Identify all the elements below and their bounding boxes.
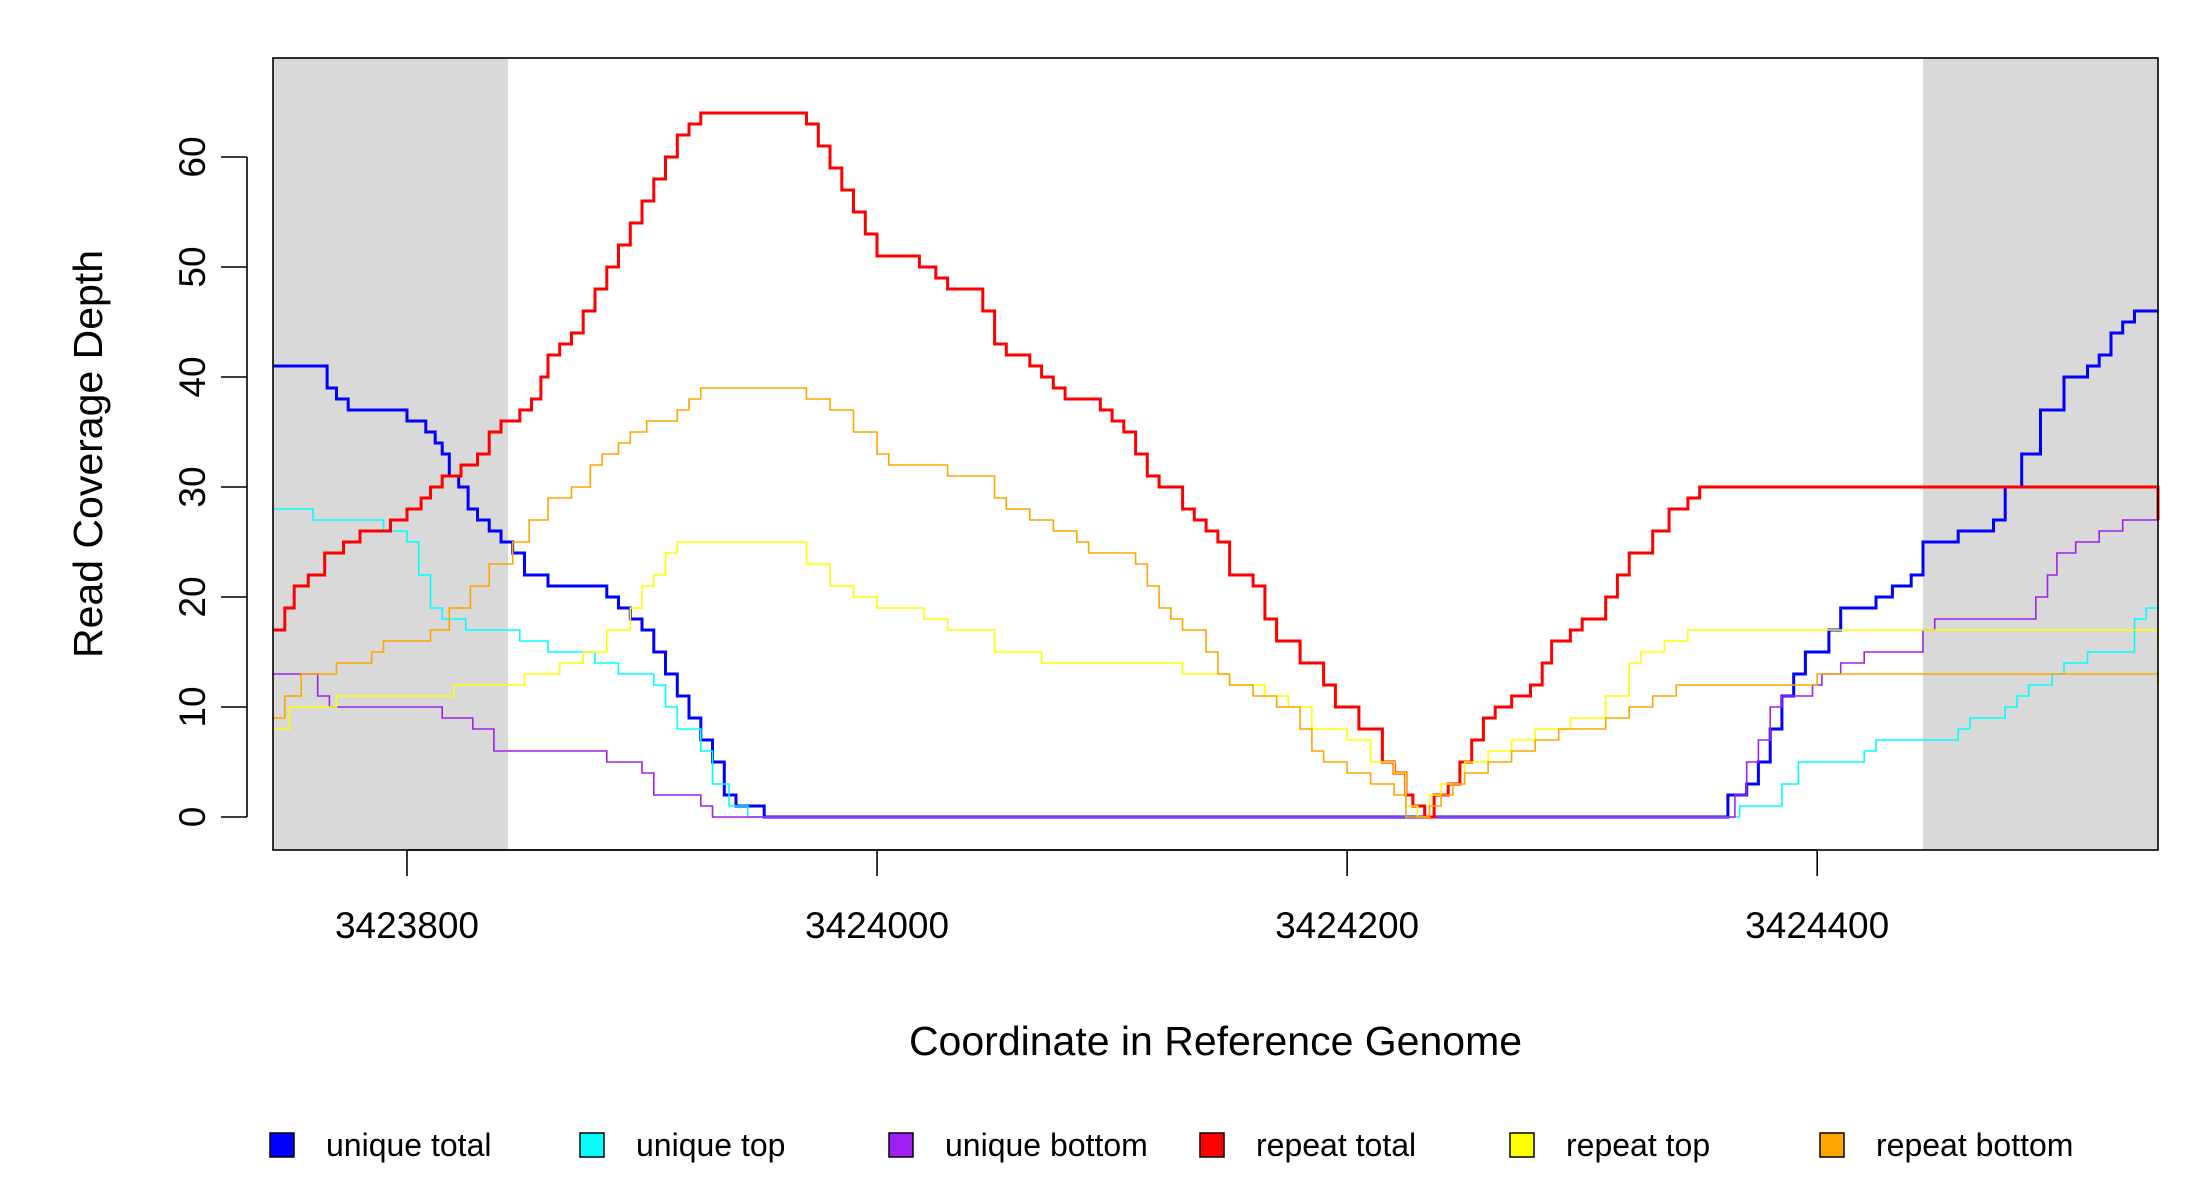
legend: unique total unique top unique bottom repea… [269, 1127, 2073, 1163]
legend-item-repeat-bottom: repeat bottom [1819, 1127, 2073, 1163]
y-axis: 0 10 20 30 40 50 60 [172, 136, 248, 828]
y-tick-label: 40 [172, 356, 213, 397]
legend-item-repeat-total: repeat total [1199, 1127, 1416, 1163]
legend-swatch [888, 1132, 914, 1158]
y-tick-label: 10 [172, 686, 213, 727]
x-tick-label: 3424400 [1745, 905, 1889, 946]
y-tick-label: 0 [172, 807, 213, 828]
series-lines [273, 111, 2160, 819]
y-axis-title: Read Coverage Depth [65, 250, 111, 658]
legend-item-unique-total: unique total [269, 1127, 491, 1163]
shaded-region-1 [273, 58, 509, 850]
x-tick-label: 3424200 [1275, 905, 1419, 946]
x-axis: 3423800 3424000 3424200 3424400 [335, 849, 1889, 946]
legend-item-unique-top: unique top [579, 1127, 785, 1163]
x-axis-title: Coordinate in Reference Genome [909, 1018, 1522, 1064]
legend-label: repeat bottom [1876, 1127, 2073, 1163]
y-tick-label: 50 [172, 246, 213, 287]
series-line-repeat-total [273, 111, 2160, 819]
x-tick-label: 3424000 [805, 905, 949, 946]
plot-frame [272, 57, 2159, 851]
y-tick-label: 60 [172, 136, 213, 177]
legend-label: unique top [636, 1127, 785, 1163]
legend-label: repeat total [1256, 1127, 1416, 1163]
legend-label: unique bottom [945, 1127, 1148, 1163]
shaded-regions [273, 58, 2158, 850]
legend-swatch [579, 1132, 605, 1158]
series-line-repeat-bottom [273, 387, 2159, 818]
legend-item-repeat-top: repeat top [1509, 1127, 1710, 1163]
series-line-repeat-top [273, 541, 2159, 818]
x-tick-label: 3423800 [335, 905, 479, 946]
legend-swatch [269, 1132, 295, 1158]
series-line-unique-top [273, 508, 2158, 818]
legend-label: unique total [326, 1127, 491, 1163]
legend-swatch [1819, 1132, 1845, 1158]
y-tick-label: 20 [172, 576, 213, 617]
legend-swatch [1509, 1132, 1535, 1158]
series-line-unique-bottom [273, 519, 2158, 818]
y-tick-label: 30 [172, 466, 213, 507]
legend-item-unique-bottom: unique bottom [888, 1127, 1148, 1163]
legend-label: repeat top [1566, 1127, 1710, 1163]
legend-swatch [1199, 1132, 1225, 1158]
